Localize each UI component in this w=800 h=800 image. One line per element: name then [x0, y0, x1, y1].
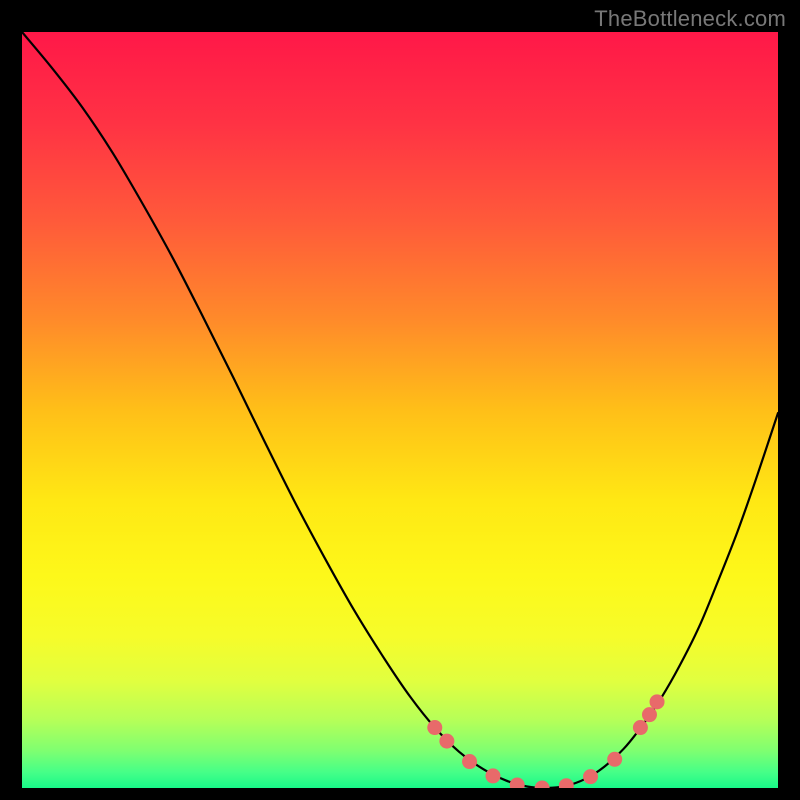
- curve-marker: [485, 768, 500, 783]
- curve-marker: [510, 777, 525, 788]
- curve-marker: [633, 720, 648, 735]
- curve-marker: [583, 769, 598, 784]
- curve-overlay: [22, 32, 778, 788]
- curve-marker: [439, 734, 454, 749]
- watermark-text: TheBottleneck.com: [594, 6, 786, 32]
- plot-area: [22, 32, 778, 788]
- curve-marker: [462, 754, 477, 769]
- curve-marker: [650, 694, 665, 709]
- bottleneck-curve: [22, 32, 778, 788]
- curve-marker: [559, 778, 574, 788]
- curve-marker: [607, 752, 622, 767]
- curve-marker: [642, 707, 657, 722]
- curve-marker: [535, 781, 550, 789]
- curve-marker: [427, 720, 442, 735]
